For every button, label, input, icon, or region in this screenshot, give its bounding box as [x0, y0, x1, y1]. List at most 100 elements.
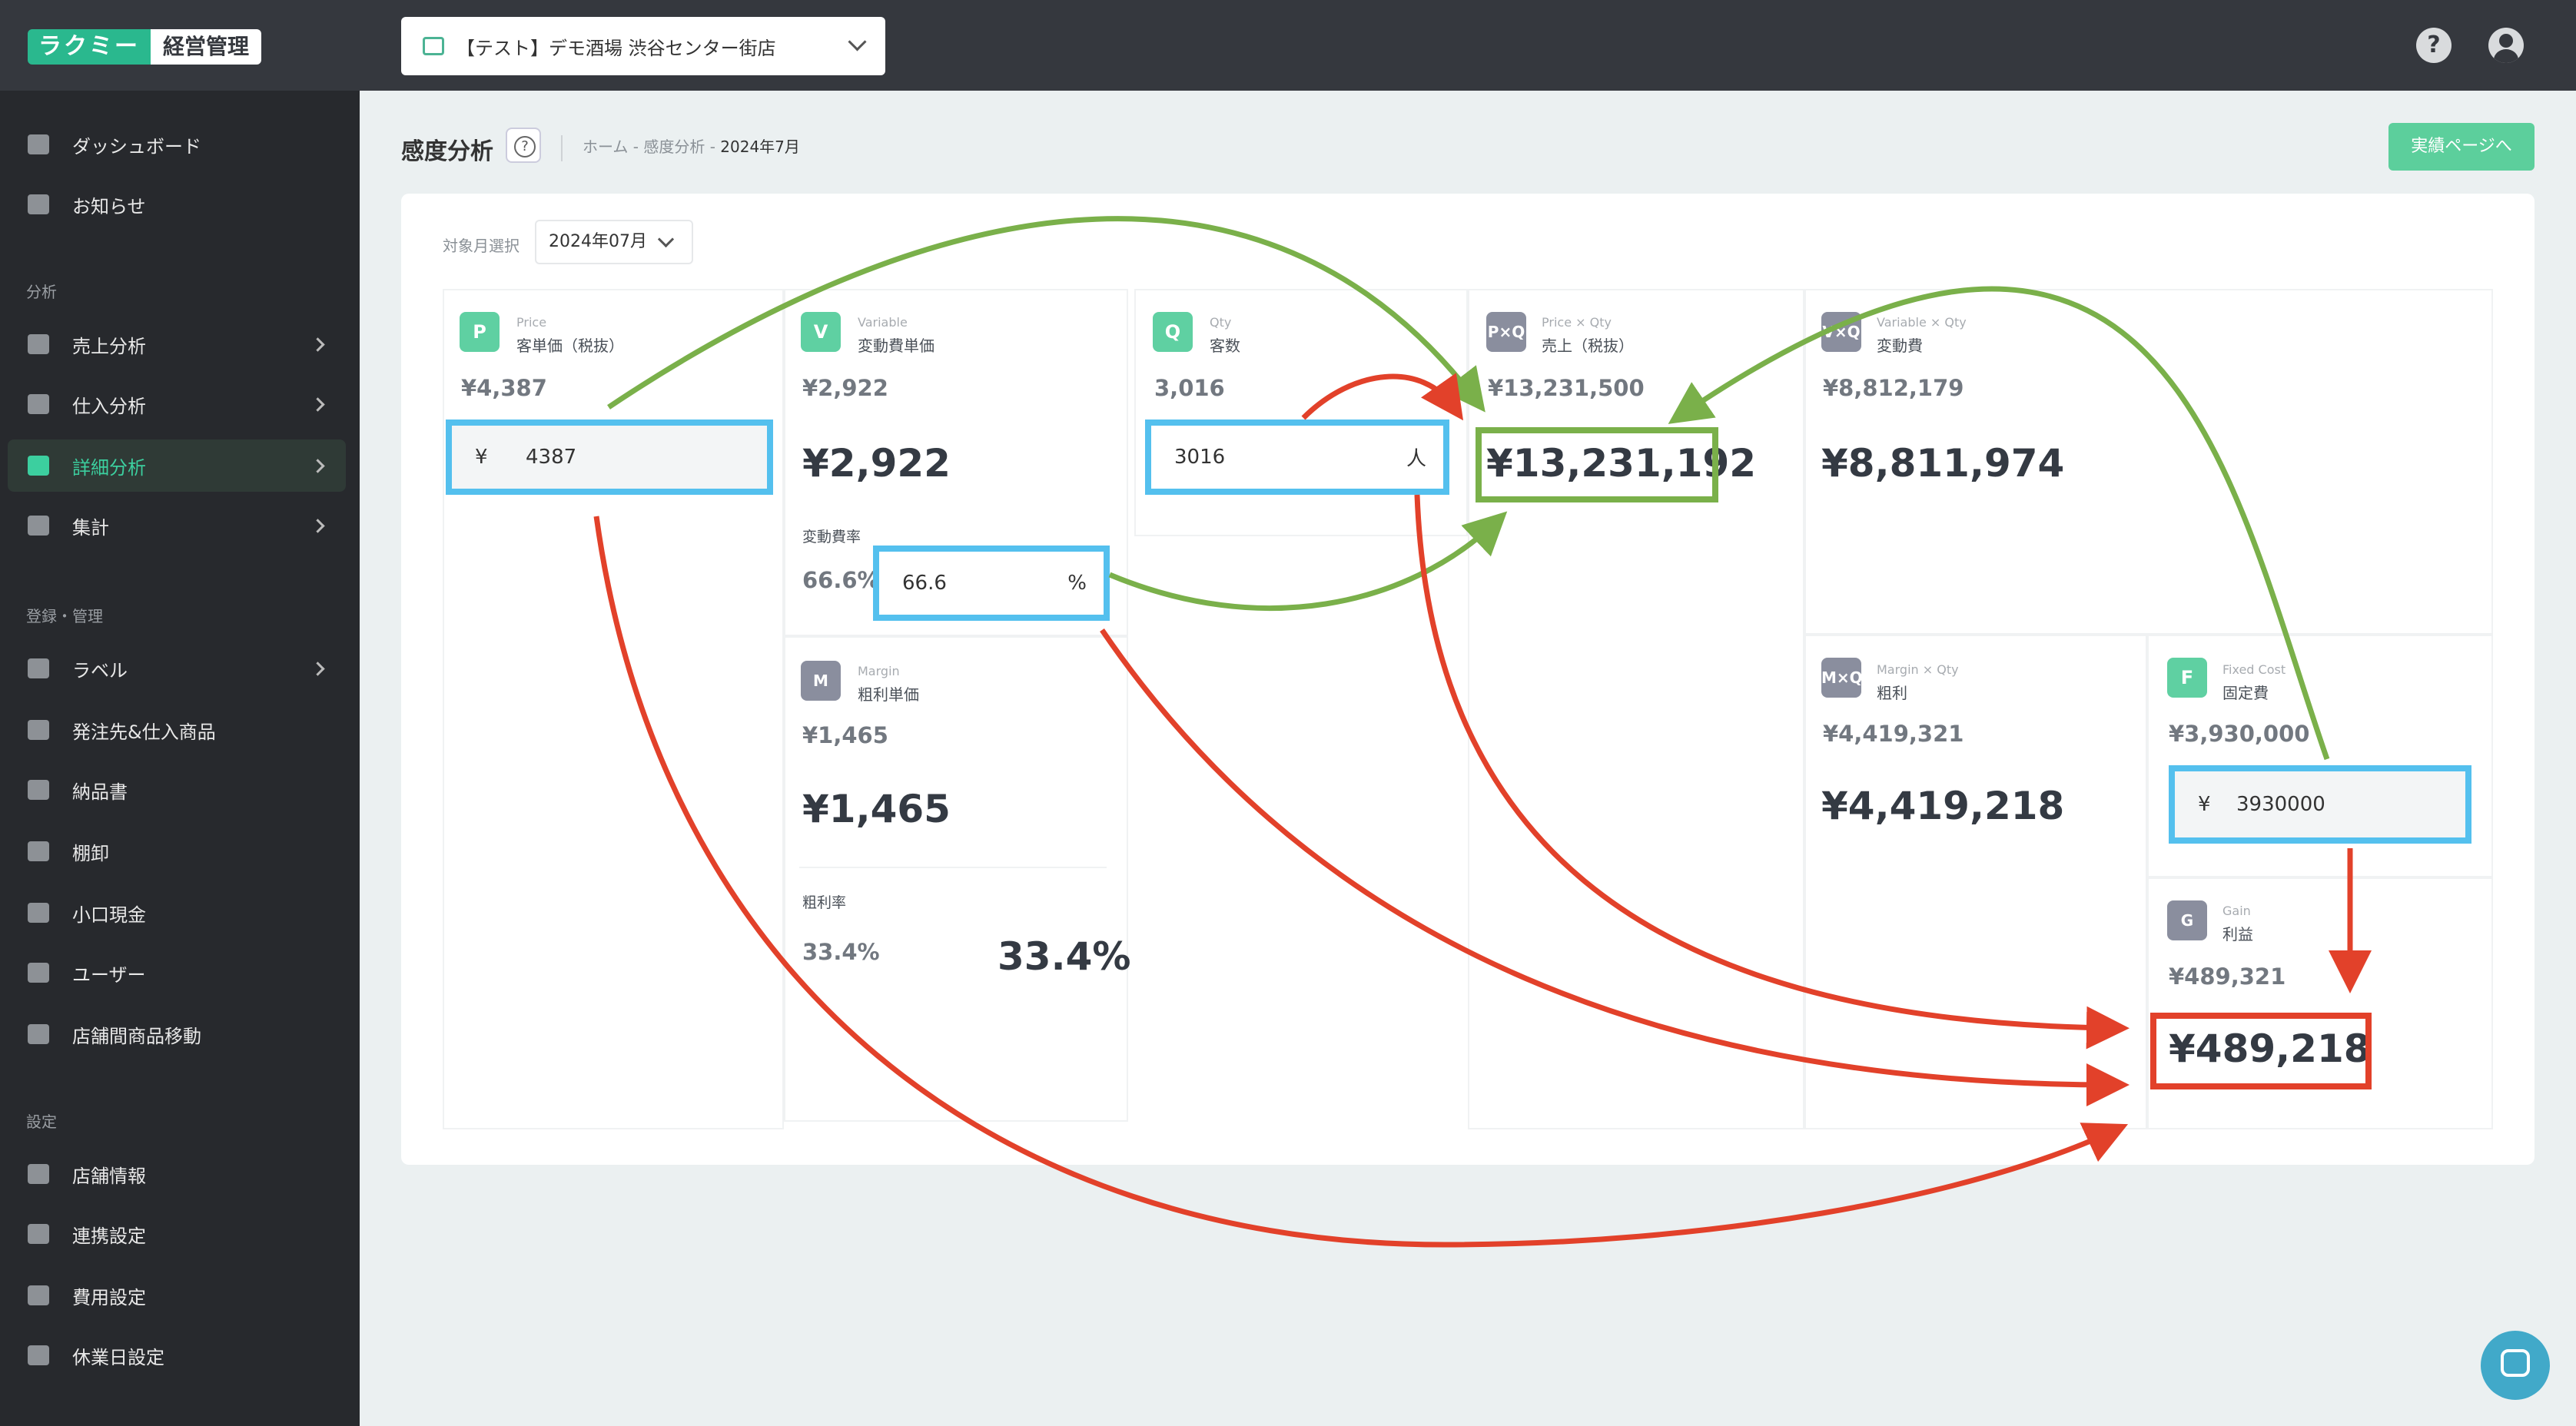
help-icon[interactable]: ?	[2416, 28, 2452, 63]
document-icon	[28, 780, 49, 800]
pie-chart-icon	[28, 394, 49, 414]
fixed-input[interactable]: ¥ 3930000	[2169, 765, 2471, 844]
store-icon	[423, 37, 444, 55]
sidebar-item-sales-analysis[interactable]: 売上分析	[8, 318, 346, 370]
price-input[interactable]: ¥ 4387	[446, 420, 773, 495]
chevron-right-icon	[310, 662, 325, 676]
sidebar: ダッシュボード お知らせ 分析 売上分析 仕入分析 詳細分析 集計 登録・管理 …	[0, 91, 360, 1426]
fixed-en: Fixed Cost	[2222, 662, 2286, 677]
sidebar-item-aggregate[interactable]: 集計	[8, 499, 346, 552]
sidebar-item-dashboard[interactable]: ダッシュボード	[8, 118, 346, 171]
chat-bubble-icon	[2501, 1349, 2530, 1377]
sales-badge: P×Q	[1486, 312, 1526, 352]
fixed-current: ¥3,930,000	[2169, 721, 2310, 747]
margin-ja: 粗利単価	[858, 685, 919, 704]
sidebar-item-integration[interactable]: 連携設定	[8, 1208, 346, 1260]
fixed-ja: 固定費	[2222, 684, 2269, 702]
store-name: 【テスト】デモ酒場 渋谷センター街店	[456, 37, 776, 59]
sidebar-item-users[interactable]: ユーザー	[8, 947, 346, 999]
sidebar-item-invoices[interactable]: 納品書	[8, 764, 346, 816]
varcost-simulated: ¥8,811,974	[1821, 441, 2065, 486]
cloud-icon	[28, 456, 49, 476]
cash-icon	[28, 903, 49, 923]
sidebar-item-store-transfer[interactable]: 店舗間商品移動	[8, 1008, 346, 1060]
sales-highlight	[1476, 427, 1718, 502]
sales-en: Price × Qty	[1542, 315, 1612, 330]
calendar-icon	[28, 1345, 49, 1365]
sidebar-item-label: 仕入分析	[72, 395, 146, 417]
sidebar-item-petty-cash[interactable]: 小口現金	[8, 887, 346, 939]
qty-input-value: 3016	[1174, 446, 1226, 469]
sidebar-item-holidays[interactable]: 休業日設定	[8, 1329, 346, 1381]
chevron-right-icon	[310, 337, 325, 352]
gain-en: Gain	[2222, 904, 2251, 918]
price-badge: P	[460, 312, 500, 352]
qty-badge: Q	[1153, 312, 1193, 352]
help-button[interactable]: ?	[506, 128, 541, 163]
cell-sales	[1468, 289, 1804, 1129]
breadcrumb-home[interactable]: ホーム	[583, 138, 629, 156]
app-logo[interactable]: ラクミー 経営管理	[28, 29, 262, 65]
results-page-button[interactable]: 実績ページへ	[2388, 123, 2535, 171]
area-chart-icon	[28, 516, 49, 536]
user-avatar-icon[interactable]	[2488, 28, 2524, 63]
variable-rate-input[interactable]: 66.6 %	[873, 546, 1110, 621]
sales-current: ¥13,231,500	[1488, 375, 1645, 401]
sidebar-item-store-info[interactable]: 店舗情報	[8, 1148, 346, 1200]
percent-suffix: %	[1067, 572, 1087, 595]
margin-en: Margin	[858, 664, 900, 678]
logo-sub: 経営管理	[151, 29, 262, 65]
margin-current: ¥1,465	[802, 722, 888, 748]
cell-gross	[1804, 635, 2147, 1129]
bell-icon	[28, 194, 49, 214]
top-bar	[0, 0, 2576, 91]
sidebar-item-label: 集計	[72, 516, 109, 539]
qty-en: Qty	[1210, 315, 1232, 330]
link-icon	[28, 1224, 49, 1244]
variable-current: ¥2,922	[802, 375, 888, 401]
question-icon: ?	[514, 136, 536, 158]
chat-launcher[interactable]	[2481, 1331, 2550, 1400]
grid-icon	[28, 841, 49, 861]
store-select[interactable]: 【テスト】デモ酒場 渋谷センター街店	[401, 17, 885, 75]
gain-ja: 利益	[2222, 925, 2253, 943]
breadcrumb-section[interactable]: 感度分析	[643, 138, 705, 156]
yen-prefix: ¥	[2198, 793, 2211, 816]
breadcrumb: ホーム - 感度分析 - 2024年7月	[561, 135, 800, 161]
qty-ja: 客数	[1210, 337, 1240, 355]
price-input-value: 4387	[526, 446, 577, 469]
variable-ja: 変動費単価	[858, 337, 934, 355]
chart-icon	[28, 134, 49, 154]
sidebar-item-label: 連携設定	[72, 1225, 146, 1247]
label-icon	[28, 658, 49, 678]
gross-simulated: ¥4,419,218	[1821, 784, 2065, 828]
varcost-badge: V×Q	[1821, 312, 1861, 352]
sidebar-item-cost-settings[interactable]: 費用設定	[8, 1269, 346, 1322]
variable-badge: V	[801, 312, 841, 352]
cell-price	[443, 289, 784, 1129]
qty-input[interactable]: 3016 人	[1145, 420, 1449, 495]
month-select[interactable]: 2024年07月	[535, 220, 693, 264]
month-label: 対象月選択	[443, 237, 520, 255]
gross-badge: M×Q	[1821, 658, 1863, 698]
sidebar-item-suppliers[interactable]: 発注先&仕入商品	[8, 704, 346, 756]
sidebar-item-notice[interactable]: お知らせ	[8, 178, 346, 230]
chevron-down-icon	[657, 230, 675, 248]
sidebar-item-inventory[interactable]: 棚卸	[8, 825, 346, 877]
sidebar-item-purchase-analysis[interactable]: 仕入分析	[8, 378, 346, 430]
person-suffix: 人	[1406, 447, 1426, 471]
divider	[799, 867, 1107, 868]
sidebar-item-label: 発注先&仕入商品	[72, 721, 216, 743]
sidebar-item-label: 店舗情報	[72, 1165, 146, 1187]
breadcrumb-separator: -	[705, 138, 721, 156]
sidebar-item-detail-analysis[interactable]: 詳細分析	[8, 439, 346, 492]
gross-ja: 粗利	[1877, 684, 1907, 702]
chevron-right-icon	[310, 519, 325, 533]
varcost-ja: 変動費	[1877, 337, 1923, 355]
sidebar-item-label-mgmt[interactable]: ラベル	[8, 642, 346, 695]
sales-ja: 売上（税抜）	[1542, 337, 1634, 355]
gross-current: ¥4,419,321	[1823, 721, 1964, 747]
sidebar-section-settings: 設定	[26, 1113, 57, 1131]
sidebar-item-label: 費用設定	[72, 1286, 146, 1308]
month-value: 2024年07月	[549, 232, 647, 251]
